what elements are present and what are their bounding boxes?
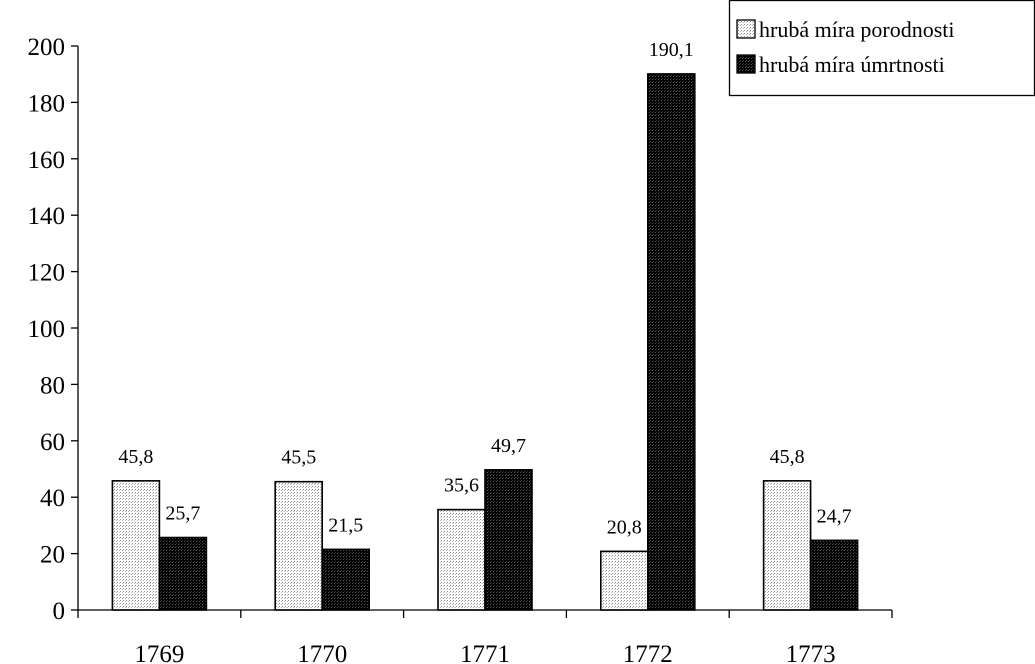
bar-umrtnost-1773 xyxy=(809,539,859,611)
x-tick-label: 1771 xyxy=(460,641,510,664)
legend-swatch xyxy=(736,19,756,39)
data-label: 25,7 xyxy=(165,503,200,525)
y-tick-label: 20 xyxy=(40,542,65,569)
x-tick-label: 1772 xyxy=(623,641,673,664)
bar-porodnost-1771 xyxy=(437,508,486,611)
y-tick-label: 200 xyxy=(28,34,66,61)
bar-porodnost-1770 xyxy=(274,480,324,611)
y-tick-label: 100 xyxy=(28,316,66,343)
bar-umrtnost-1769 xyxy=(158,536,208,611)
y-tick-label: 160 xyxy=(28,147,66,174)
x-tick-label: 1773 xyxy=(786,641,836,664)
y-axis: 0 20 40 60 80 100 120 140 160 180 200 xyxy=(28,34,79,625)
data-label: 20,8 xyxy=(607,516,642,538)
legend: hrubá míra porodnosti hrubá míra úmrtnost… xyxy=(728,0,1035,97)
data-label: 190,1 xyxy=(649,39,694,61)
legend-swatch xyxy=(736,54,756,74)
data-label: 21,5 xyxy=(328,514,363,536)
y-tick-label: 120 xyxy=(28,260,66,287)
x-tick-label: 1769 xyxy=(134,641,184,664)
data-label: 45,8 xyxy=(770,446,805,468)
legend-label: hrubá míra porodnosti xyxy=(759,17,955,42)
x-axis: 1769 1770 1771 1772 1773 xyxy=(77,609,893,664)
bar-porodnost-1772 xyxy=(599,550,649,611)
data-label: 45,8 xyxy=(118,446,153,468)
y-tick-label: 80 xyxy=(40,372,65,399)
bar-porodnost-1769 xyxy=(111,480,161,611)
y-tick-label: 60 xyxy=(40,429,65,456)
bar-porodnost-1773 xyxy=(762,480,812,611)
y-tick-label: 40 xyxy=(40,485,65,512)
data-labels: 45,8 45,5 35,6 20,8 45,8 25,7 21,5 49,7 190,1 24,… xyxy=(118,39,851,538)
y-tick-label: 180 xyxy=(28,90,66,117)
x-tick-label: 1770 xyxy=(297,641,347,664)
y-tick-label: 140 xyxy=(28,203,66,230)
bar-umrtnost-1772 xyxy=(646,73,696,611)
data-label: 45,5 xyxy=(281,447,316,469)
y-tick-label: 0 xyxy=(53,598,66,625)
bars xyxy=(111,73,859,611)
legend-label: hrubá míra úmrtnosti xyxy=(759,52,945,77)
data-label: 35,6 xyxy=(444,475,479,497)
bar-umrtnost-1771 xyxy=(484,469,533,611)
bar-umrtnost-1770 xyxy=(321,548,371,611)
legend-box xyxy=(728,0,1035,97)
data-label: 24,7 xyxy=(817,505,852,527)
data-label: 49,7 xyxy=(491,435,526,457)
